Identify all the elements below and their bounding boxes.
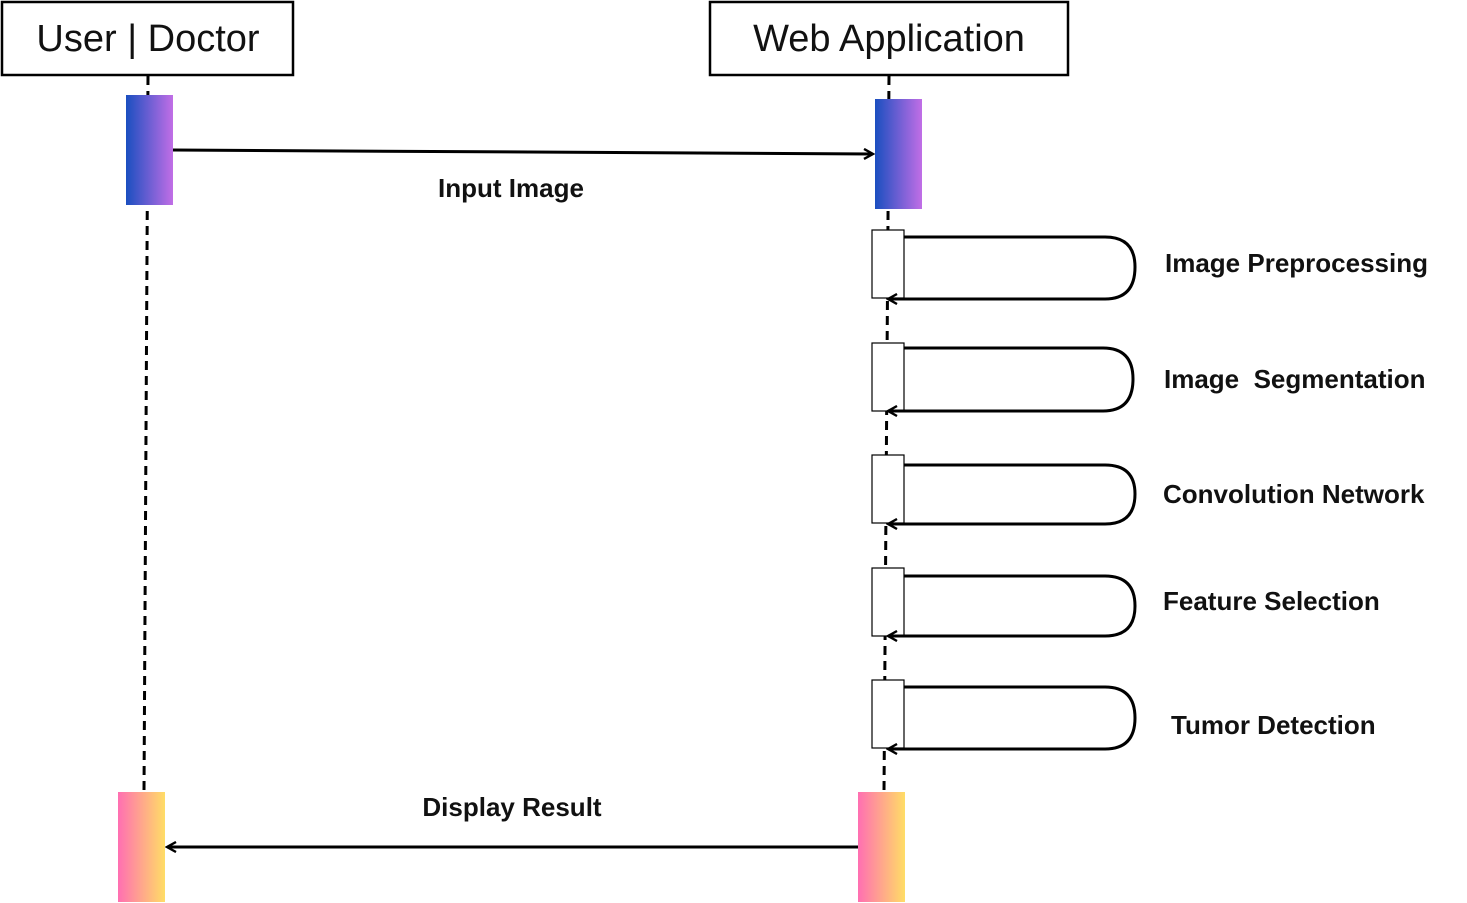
self-call-image-preprocessing: Image Preprocessing [871, 229, 1428, 299]
self-call-feature-selection-label: Feature Selection [1163, 586, 1380, 616]
activation-user-bottom [118, 792, 165, 902]
self-call-convolution-network: Convolution Network [871, 454, 1425, 524]
self-call-convolution-network-label: Convolution Network [1163, 479, 1425, 509]
actor-web-application-box: Web Application [708, 0, 1070, 77]
actor-user-label: User | Doctor [36, 18, 259, 60]
message-display-result-label: Display Result [422, 792, 602, 822]
message-input-image-arrow [172, 150, 873, 154]
actor-web-application-label: Web Application [753, 18, 1025, 60]
actor-user-box: User | Doctor [0, 0, 295, 77]
message-input-image-label: Input Image [438, 173, 584, 203]
self-call-tumor-detection: Tumor Detection [871, 679, 1376, 749]
self-call-image-segmentation: Image Segmentation [871, 342, 1426, 411]
self-call-image-preprocessing-label: Image Preprocessing [1165, 248, 1428, 278]
activation-user-top [126, 95, 173, 205]
self-call-feature-selection: Feature Selection [871, 567, 1380, 636]
activation-web-application-bottom [858, 792, 905, 902]
self-call-tumor-detection-label: Tumor Detection [1171, 710, 1376, 740]
self-call-image-segmentation-label: Image Segmentation [1164, 364, 1426, 394]
activation-web-application-top [875, 99, 922, 209]
